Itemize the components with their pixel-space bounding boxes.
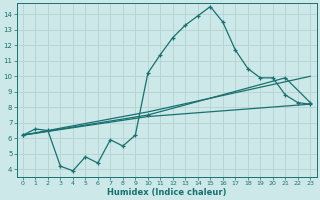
X-axis label: Humidex (Indice chaleur): Humidex (Indice chaleur) [107,188,226,197]
